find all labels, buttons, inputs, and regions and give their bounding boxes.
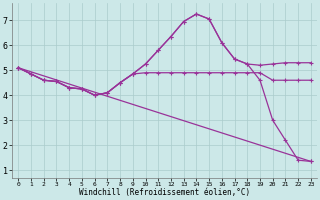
- X-axis label: Windchill (Refroidissement éolien,°C): Windchill (Refroidissement éolien,°C): [79, 188, 250, 197]
